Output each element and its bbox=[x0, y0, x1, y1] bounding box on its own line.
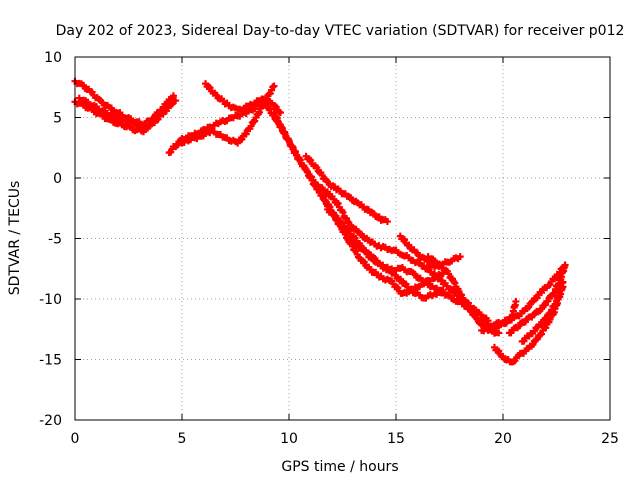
x-tick-label: 10 bbox=[280, 431, 298, 447]
data-point bbox=[291, 147, 299, 155]
data-point bbox=[561, 261, 569, 269]
series-arc-16 bbox=[505, 261, 569, 337]
data-point bbox=[276, 109, 284, 117]
data-point bbox=[397, 275, 405, 283]
data-point bbox=[339, 208, 347, 216]
data-point bbox=[334, 199, 342, 207]
data-point bbox=[484, 317, 492, 325]
data-point bbox=[383, 218, 391, 226]
data-point bbox=[167, 100, 175, 108]
y-tick-label: -5 bbox=[48, 232, 62, 248]
y-tick-label: -20 bbox=[39, 413, 62, 429]
data-point bbox=[375, 213, 383, 221]
data-point bbox=[456, 253, 464, 261]
data-point bbox=[334, 214, 342, 222]
data-point bbox=[543, 314, 551, 322]
data-point bbox=[256, 108, 264, 116]
data-point bbox=[266, 105, 274, 113]
data-point bbox=[313, 164, 321, 172]
series-arc-5 bbox=[169, 82, 278, 151]
data-point bbox=[512, 297, 520, 305]
series-arc-3 bbox=[75, 94, 175, 132]
data-point bbox=[251, 117, 259, 125]
data-point bbox=[465, 303, 473, 311]
x-tick-label: 0 bbox=[71, 431, 80, 447]
y-tick-label: 0 bbox=[53, 171, 62, 187]
x-tick-label: 20 bbox=[494, 431, 512, 447]
data-point bbox=[550, 302, 558, 310]
series-arc-6 bbox=[202, 80, 272, 114]
data-point bbox=[281, 130, 289, 138]
data-point bbox=[551, 301, 559, 309]
data-point bbox=[289, 143, 297, 151]
x-tick-label: 15 bbox=[387, 431, 405, 447]
y-tick-label: 10 bbox=[44, 50, 62, 66]
chart-title: Day 202 of 2023, Sidereal Day-to-day VTE… bbox=[56, 23, 625, 39]
y-axis-label: SDTVAR / TECUs bbox=[7, 181, 23, 296]
data-point bbox=[324, 188, 332, 196]
x-tick-labels: 0 5 10 15 20 25 bbox=[71, 431, 619, 447]
series-arc-17 bbox=[478, 297, 520, 335]
y-tick-labels: -20 -15 -10 -5 0 5 10 bbox=[39, 50, 62, 429]
x-tick-label: 25 bbox=[601, 431, 619, 447]
grid-lines bbox=[75, 57, 610, 420]
data-point bbox=[242, 130, 250, 138]
data-point bbox=[495, 329, 503, 337]
data-point bbox=[354, 253, 362, 261]
data-point bbox=[169, 92, 177, 100]
series-arc-18 bbox=[518, 278, 567, 345]
data-point bbox=[559, 278, 567, 286]
data-points bbox=[71, 77, 569, 366]
y-tick-label: -10 bbox=[39, 292, 62, 308]
series-arc-4 bbox=[165, 95, 284, 157]
series-arc-14 bbox=[490, 283, 567, 366]
data-point bbox=[270, 82, 278, 90]
data-point bbox=[439, 287, 447, 295]
data-point bbox=[247, 122, 255, 130]
y-tick-label: -15 bbox=[39, 353, 62, 369]
plot-frame bbox=[74, 56, 611, 421]
data-point bbox=[360, 258, 368, 266]
x-axis-label: GPS time / hours bbox=[281, 459, 398, 475]
data-point bbox=[351, 234, 359, 242]
y-tick-label: 5 bbox=[53, 111, 62, 127]
series-arc-11 bbox=[324, 205, 447, 302]
data-point bbox=[538, 330, 546, 338]
series-arc-9 bbox=[302, 152, 391, 226]
series-arc-10 bbox=[313, 181, 492, 325]
x-tick-label: 5 bbox=[178, 431, 187, 447]
data-point bbox=[296, 156, 304, 164]
